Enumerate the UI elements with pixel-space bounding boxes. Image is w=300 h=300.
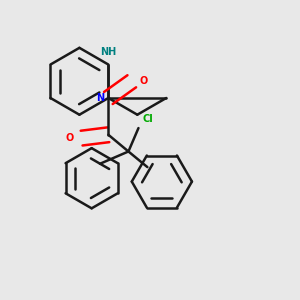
Text: N: N	[97, 93, 105, 103]
Text: O: O	[66, 133, 74, 143]
Text: O: O	[139, 76, 148, 86]
Text: NH: NH	[100, 47, 116, 57]
Text: Cl: Cl	[142, 114, 153, 124]
